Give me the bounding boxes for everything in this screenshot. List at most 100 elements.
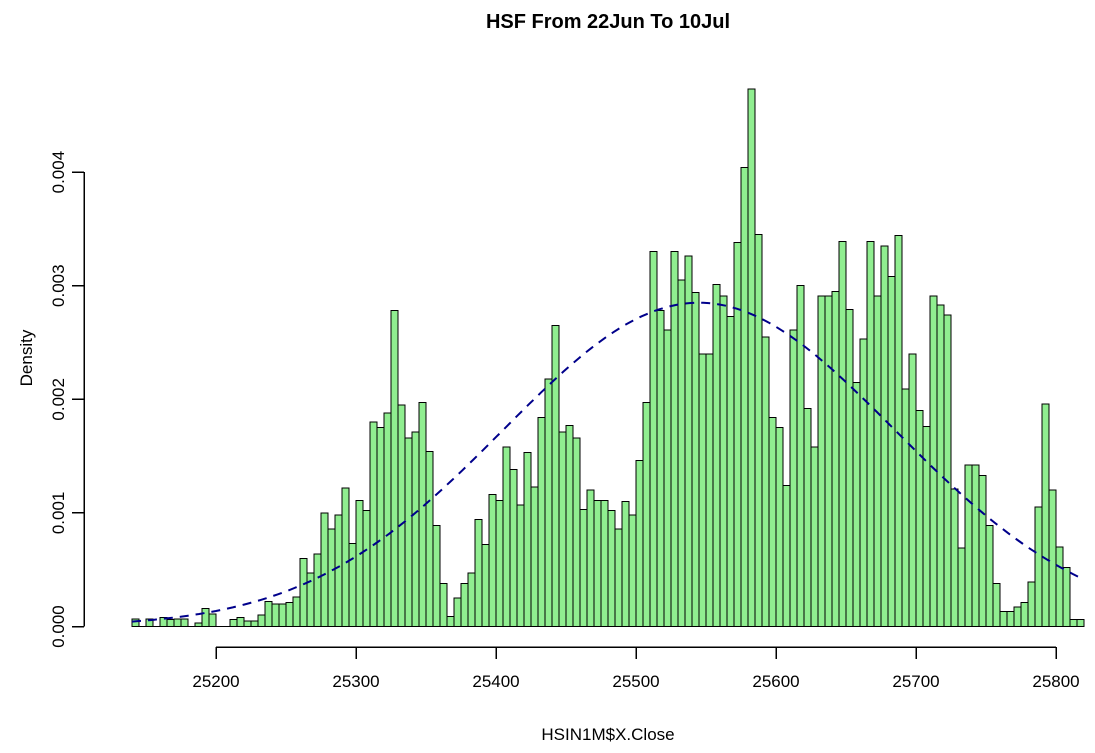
histogram-bar bbox=[460, 582, 469, 627]
histogram-bar bbox=[880, 245, 889, 627]
histogram-bar bbox=[166, 619, 175, 628]
x-tick-label: 25300 bbox=[332, 672, 379, 691]
histogram-bar bbox=[523, 452, 532, 628]
histogram-bar bbox=[579, 509, 588, 627]
histogram-bar bbox=[740, 167, 749, 627]
histogram-bar bbox=[936, 304, 945, 627]
histogram-bar bbox=[348, 543, 357, 627]
y-tick-label: 0.000 bbox=[49, 605, 68, 648]
histogram-bar bbox=[635, 460, 644, 627]
histogram-bar bbox=[1076, 619, 1085, 628]
histogram-bar bbox=[551, 325, 560, 627]
histogram-bar bbox=[600, 499, 609, 627]
histogram-bar bbox=[362, 510, 371, 628]
histogram-bar bbox=[992, 582, 1001, 627]
histogram-bar bbox=[824, 295, 833, 627]
histogram-bar bbox=[565, 424, 574, 627]
histogram-bar bbox=[775, 427, 784, 628]
chart-title: HSF From 22Jun To 10Jul bbox=[486, 11, 730, 33]
histogram-bar bbox=[593, 499, 602, 627]
histogram-bar bbox=[733, 242, 742, 627]
histogram-bar bbox=[957, 547, 966, 627]
histogram-bar bbox=[229, 619, 238, 628]
histogram-bar bbox=[922, 426, 931, 627]
histogram-bar bbox=[663, 329, 672, 627]
histogram-bar bbox=[978, 474, 987, 627]
histogram-bar bbox=[754, 234, 763, 627]
histogram-bar bbox=[1041, 403, 1050, 627]
histogram-bar bbox=[376, 427, 385, 628]
histogram-bar bbox=[257, 614, 266, 627]
histogram-bar bbox=[684, 255, 693, 627]
histogram-bar bbox=[642, 402, 651, 628]
histogram-bar bbox=[971, 464, 980, 628]
histogram-bar bbox=[495, 499, 504, 627]
histogram-bar bbox=[285, 602, 294, 627]
histogram-bar bbox=[712, 284, 721, 627]
histogram-bar bbox=[397, 404, 406, 627]
histogram-bar bbox=[425, 451, 434, 627]
histogram-bar bbox=[355, 499, 364, 627]
histogram-bar bbox=[278, 603, 287, 627]
histogram-bar bbox=[481, 544, 490, 628]
histogram-bar bbox=[502, 446, 511, 627]
x-tick-label: 25500 bbox=[612, 672, 659, 691]
histogram-bar bbox=[656, 310, 665, 627]
histogram-bar bbox=[782, 485, 791, 627]
histogram-bar bbox=[985, 524, 994, 628]
histogram-bar bbox=[530, 486, 539, 627]
histogram-bar bbox=[873, 295, 882, 627]
histogram-bar bbox=[1069, 619, 1078, 628]
histogram-bar bbox=[845, 309, 854, 627]
histogram-bar bbox=[509, 469, 518, 628]
histogram-bar bbox=[537, 417, 546, 627]
histogram-bar bbox=[236, 616, 245, 628]
histogram-bar bbox=[915, 410, 924, 628]
y-tick-label: 0.001 bbox=[49, 492, 68, 535]
histogram-bar bbox=[474, 519, 483, 628]
histogram-bar bbox=[488, 494, 497, 628]
histogram-bar bbox=[313, 553, 322, 627]
histogram-bar bbox=[803, 407, 812, 627]
x-tick-label: 25700 bbox=[892, 672, 939, 691]
histogram-bar bbox=[1027, 581, 1036, 628]
histogram-bar bbox=[334, 514, 343, 628]
y-axis: 0.000 0.001 0.002 0.003 0.004 bbox=[49, 151, 85, 648]
histogram-bar bbox=[320, 512, 329, 628]
histogram-bar bbox=[817, 295, 826, 627]
x-tick-label: 25600 bbox=[752, 672, 799, 691]
histogram-bar bbox=[621, 501, 630, 627]
histogram-bar bbox=[677, 279, 686, 627]
histogram-bar bbox=[831, 290, 840, 627]
histogram-bar bbox=[761, 336, 770, 627]
histogram-bar bbox=[691, 292, 700, 627]
histogram-bar bbox=[614, 528, 623, 627]
x-axis-label: HSIN1M$X.Close bbox=[541, 725, 674, 744]
histogram-bar bbox=[369, 421, 378, 627]
histogram-bar bbox=[572, 437, 581, 627]
histogram-bar bbox=[383, 412, 392, 627]
histogram-bar bbox=[887, 276, 896, 627]
histogram-bar bbox=[810, 446, 819, 627]
histogram-bar bbox=[719, 295, 728, 627]
histogram-bar bbox=[558, 431, 567, 628]
histogram-bar bbox=[999, 611, 1008, 628]
histogram-bar bbox=[929, 295, 938, 627]
histogram-bar bbox=[292, 596, 301, 627]
histogram-bar bbox=[404, 437, 413, 627]
histogram-bar bbox=[894, 235, 903, 627]
histogram-bar bbox=[1062, 566, 1071, 628]
x-tick-label: 25800 bbox=[1032, 672, 1079, 691]
histogram-bar bbox=[173, 618, 182, 627]
histogram-bar bbox=[432, 524, 441, 628]
x-axis: 25200 25300 25400 25500 25600 25700 25800 bbox=[192, 646, 1080, 691]
histogram-bar bbox=[264, 601, 273, 627]
histogram-bar bbox=[1020, 602, 1029, 627]
histogram-bar bbox=[544, 378, 553, 627]
histogram-bar bbox=[418, 402, 427, 628]
histogram-bar bbox=[439, 582, 448, 627]
histogram-bar bbox=[201, 607, 210, 627]
x-tick-label: 25200 bbox=[192, 672, 239, 691]
